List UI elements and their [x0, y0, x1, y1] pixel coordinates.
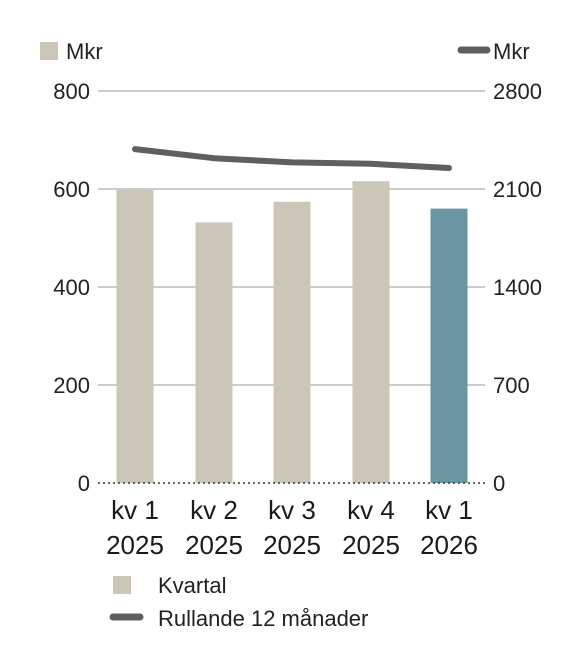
- category-label: 2026: [420, 530, 478, 560]
- bar: [273, 201, 311, 484]
- left-tick-label: 600: [53, 177, 90, 202]
- left-unit-swatch: [40, 42, 58, 60]
- right-axis-ticks: 0 700 1400 2100 2800: [493, 79, 542, 496]
- left-tick-label: 400: [53, 275, 90, 300]
- right-tick-label: 2100: [493, 177, 542, 202]
- right-unit-label: Mkr: [493, 39, 530, 64]
- left-tick-label: 0: [78, 471, 90, 496]
- bar: [116, 189, 154, 484]
- left-unit-label: Mkr: [66, 39, 103, 64]
- category-label: 2025: [106, 530, 164, 560]
- bar: [352, 181, 390, 483]
- legend-line-label: Rullande 12 månader: [158, 606, 368, 631]
- category-label: 2025: [342, 530, 400, 560]
- right-tick-label: 0: [493, 471, 505, 496]
- left-tick-label: 800: [53, 79, 90, 104]
- category-label: kv 4: [347, 495, 395, 525]
- legend-bar-swatch: [113, 576, 131, 594]
- category-label: 2025: [263, 530, 321, 560]
- category-label: kv 2: [190, 495, 238, 525]
- bar: [430, 208, 468, 483]
- category-labels: kv 1 2025 kv 2 2025 kv 3 2025 kv 4 2025 kv 1 2026: [106, 495, 478, 560]
- legend-bar-label: Kvartal: [158, 573, 226, 598]
- rolling-12-month-line: [132, 146, 452, 171]
- category-label: kv 3: [268, 495, 316, 525]
- right-tick-label: 1400: [493, 275, 542, 300]
- category-label: 2025: [185, 530, 243, 560]
- right-tick-label: 2800: [493, 79, 542, 104]
- right-tick-label: 700: [493, 373, 530, 398]
- category-label: kv 1: [425, 495, 473, 525]
- left-axis-ticks: 0 200 400 600 800: [53, 79, 90, 496]
- category-label: kv 1: [111, 495, 159, 525]
- line-series: [132, 146, 452, 171]
- bars: [116, 181, 468, 484]
- left-tick-label: 200: [53, 373, 90, 398]
- bar: [195, 222, 233, 483]
